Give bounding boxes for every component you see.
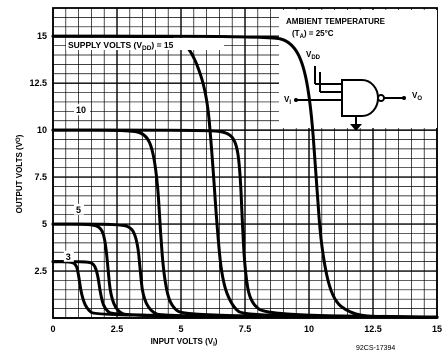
y-tick-label: 15 <box>37 31 47 41</box>
series-labels: 10 5 3 <box>63 104 91 262</box>
series-group <box>51 34 439 319</box>
x-tick-label: 5 <box>178 324 183 334</box>
x-axis-title: INPUT VOLTS (VI) <box>151 337 218 348</box>
series-label-background <box>74 104 91 116</box>
series-label: 3 <box>66 252 71 262</box>
y-tick-label: 12.5 <box>29 78 47 88</box>
vo-terminal <box>402 96 406 100</box>
inset-vo-label: VO <box>412 91 422 102</box>
inset-title-line1: AMBIENT TEMPERATURE <box>286 17 386 26</box>
x-tick-label: 15 <box>432 324 442 334</box>
y-tick-label: 5 <box>42 219 47 229</box>
y-tick-label: 7.5 <box>34 172 47 182</box>
inset-legend: AMBIENT TEMPERATURE (TA) = 25°C VDD VI V… <box>279 10 437 131</box>
x-tick-label: 12.5 <box>364 324 382 334</box>
x-tick-label: 0 <box>50 324 55 334</box>
supply-volts-label: SUPPLY VOLTS (VDD) = 15 <box>68 40 174 52</box>
supply-label-background <box>66 38 224 50</box>
grid <box>52 7 438 319</box>
series-label: 5 <box>76 205 81 215</box>
nand-gate-schematic <box>296 66 404 124</box>
series-line-8 <box>51 260 439 319</box>
inset-vi-label: VI <box>284 95 291 106</box>
y-axis-title: OUTPUT VOLTS (VO) <box>15 134 24 213</box>
ground-icon <box>350 124 362 131</box>
axis-ticks: 0 2.5 5 7.5 10 12.5 15 2.5 5 7.5 10 12.5 15 <box>29 31 442 334</box>
x-tick-label: 7.5 <box>239 324 252 334</box>
series-line-2 <box>51 34 439 319</box>
inset-vdd-label: VDD <box>306 50 321 61</box>
x-tick-label: 10 <box>304 324 314 334</box>
series-label-background <box>63 250 74 262</box>
inset-title-line2: (TA) = 25°C <box>292 29 334 40</box>
y-tick-label: 2.5 <box>34 266 47 276</box>
figure-id: 92CS-17394 <box>356 345 395 352</box>
y-tick-label: 10 <box>37 125 47 135</box>
series-label: 10 <box>76 105 86 115</box>
vi-terminal <box>294 98 298 102</box>
series-line-4 <box>51 128 439 319</box>
series-label-background <box>74 203 85 215</box>
x-tick-label: 2.5 <box>111 324 124 334</box>
inset-background <box>279 10 437 128</box>
